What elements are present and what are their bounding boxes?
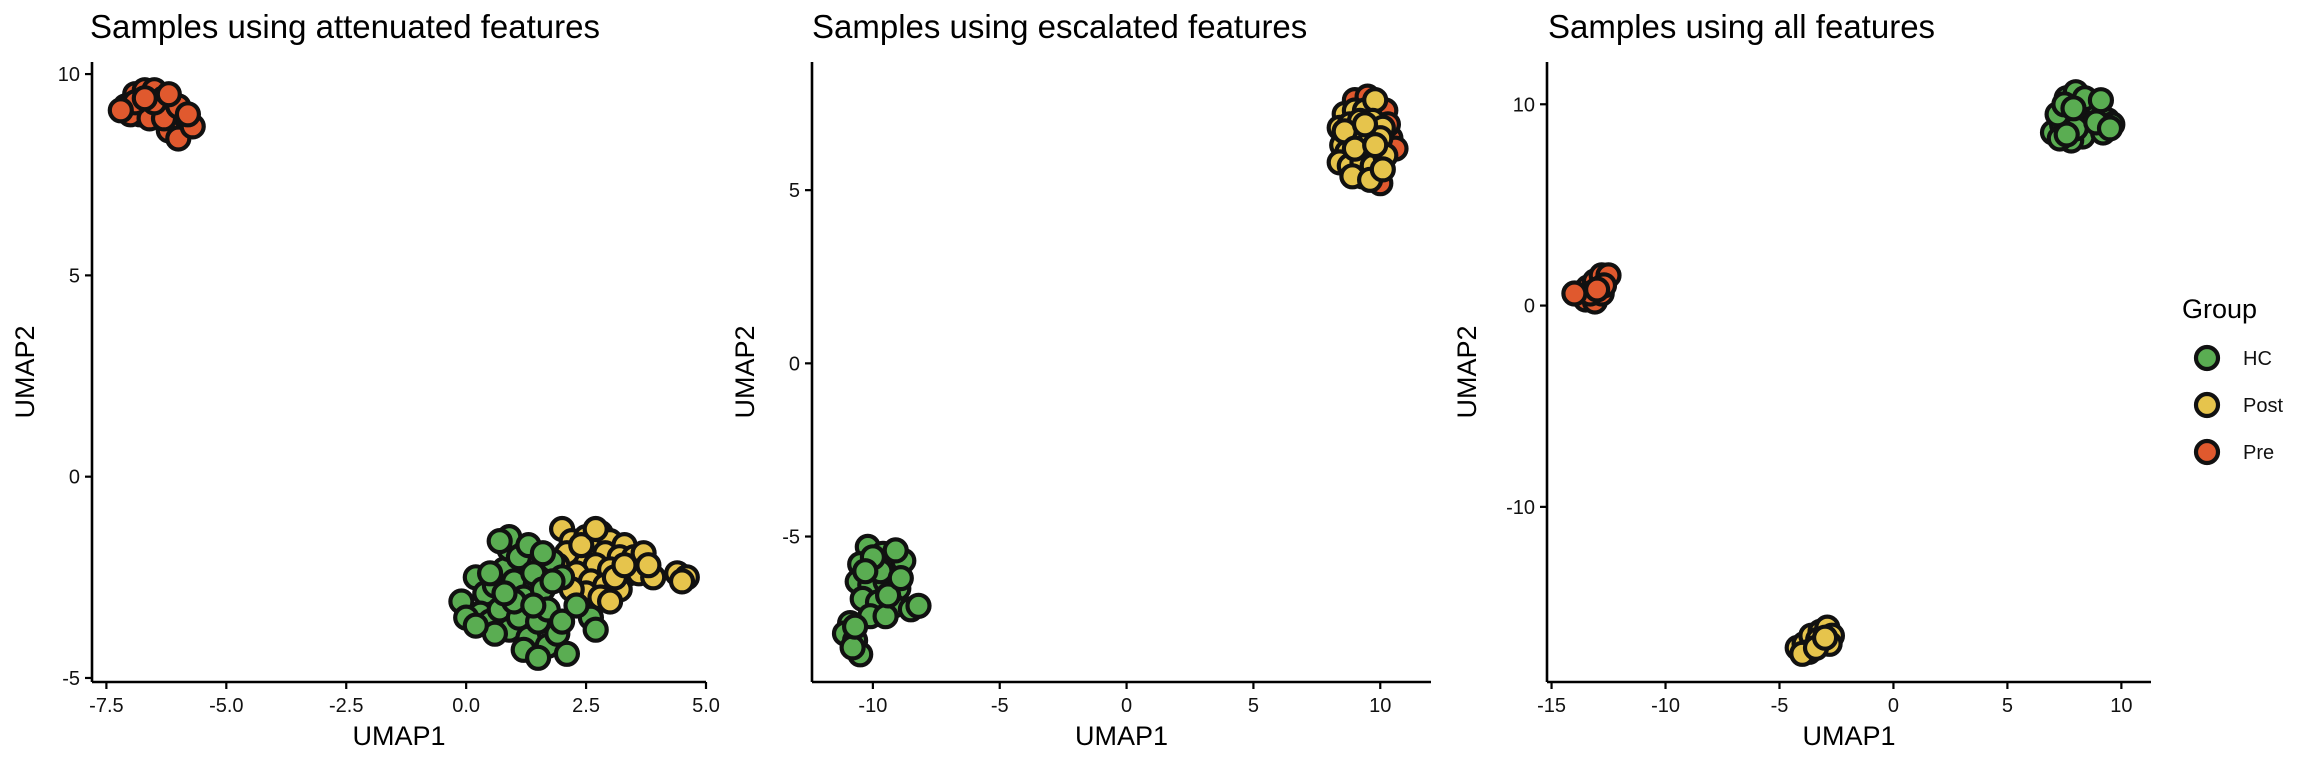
x-tick-label: -5.0 <box>209 695 243 717</box>
x-tick-label: -2.5 <box>329 695 363 717</box>
x-tick-label: -5 <box>1771 695 1789 717</box>
data-point-hc <box>529 540 557 567</box>
y-axis-title: UMAP2 <box>10 325 40 418</box>
data-point-post <box>611 552 638 579</box>
x-tick-label: 5.0 <box>692 695 720 717</box>
chart-title: Samples using attenuated features <box>90 8 600 45</box>
data-point-hc <box>874 582 902 609</box>
legend-label: HC <box>2243 348 2272 370</box>
x-tick-label: 5 <box>2002 695 2013 717</box>
data-point-hc <box>582 616 609 643</box>
data-point-post <box>668 568 696 595</box>
legend-label: Post <box>2243 395 2283 417</box>
x-tick-label: -10 <box>1651 695 1680 717</box>
x-tick-label: 0.0 <box>452 695 480 717</box>
y-tick-label: 10 <box>58 64 80 86</box>
data-point-hc <box>839 634 866 661</box>
x-axis-title: UMAP1 <box>1075 721 1168 751</box>
data-point-hc <box>841 613 869 640</box>
data-point-post <box>596 588 624 615</box>
points-layer <box>831 83 1409 668</box>
data-point-hc <box>882 537 909 564</box>
x-axis-title: UMAP1 <box>1802 721 1895 751</box>
data-point-pre <box>107 97 134 124</box>
data-point-hc <box>2053 121 2080 148</box>
legend-key-pre <box>2193 438 2221 466</box>
y-tick-label: 0 <box>69 467 80 489</box>
data-point-hc <box>2060 95 2087 122</box>
legend-key-post <box>2193 391 2221 419</box>
data-point-hc <box>553 640 581 667</box>
x-tick-label: -7.5 <box>89 695 123 717</box>
legend-key-hc <box>2193 344 2221 372</box>
panel-escalated: Samples using escalated features -10 -5 0 5 1… <box>730 8 1431 751</box>
y-tick-label: 5 <box>789 180 800 202</box>
panel-attenuated: Samples using attenuated features -7.5 -5.… <box>10 8 720 751</box>
data-point-hc <box>563 592 590 619</box>
data-point-hc <box>905 592 932 619</box>
data-point-pre <box>174 101 201 128</box>
legend-item-hc: HC <box>2193 344 2272 372</box>
legend: Group HC Post Pre <box>2182 294 2283 466</box>
y-tick-label: -5 <box>62 668 80 690</box>
data-point-hc <box>2087 87 2114 114</box>
data-point-post <box>635 552 662 579</box>
x-tick-label: -5 <box>991 695 1009 717</box>
legend-item-pre: Pre <box>2193 438 2274 466</box>
y-tick-label: 10 <box>1513 94 1535 116</box>
x-tick-label: 0 <box>1888 695 1899 717</box>
chart-title: Samples using all features <box>1548 8 1935 45</box>
y-tick-label: 0 <box>789 353 800 375</box>
y-tick-label: 5 <box>69 265 80 287</box>
panel-all: Samples using all features -15 -10 -5 0 5 10 -1… <box>1452 8 2151 751</box>
data-point-hc <box>520 592 547 619</box>
data-point-pre <box>1583 276 1611 303</box>
data-point-hc <box>872 603 899 630</box>
data-point-hc <box>852 558 879 585</box>
data-point-hc <box>491 580 518 607</box>
data-point-hc <box>548 608 576 635</box>
data-point-hc <box>524 644 552 671</box>
data-point-post <box>1369 156 1396 183</box>
x-tick-label: 2.5 <box>572 695 600 717</box>
data-point-pre <box>1561 280 1588 307</box>
data-point-post <box>1362 86 1389 114</box>
x-tick-label: 10 <box>1369 695 1391 717</box>
x-tick-label: 0 <box>1121 695 1132 717</box>
data-point-post <box>1811 624 1839 651</box>
legend-item-post: Post <box>2193 391 2283 419</box>
x-tick-label: 10 <box>2110 695 2132 717</box>
y-tick-label: -10 <box>1506 497 1535 519</box>
y-tick-label: -5 <box>782 527 800 549</box>
data-point-pre <box>155 81 182 108</box>
data-point-post <box>1362 132 1389 159</box>
legend-title: Group <box>2182 294 2257 324</box>
data-point-post <box>1351 111 1379 138</box>
data-point-post <box>582 515 609 543</box>
x-tick-label: -10 <box>858 695 887 717</box>
data-point-hc <box>887 564 914 592</box>
x-axis-title: UMAP1 <box>352 721 445 751</box>
chart-title: Samples using escalated features <box>812 8 1307 45</box>
data-point-hc <box>486 527 513 555</box>
y-axis-title: UMAP2 <box>1452 325 1482 418</box>
y-axis-title: UMAP2 <box>730 325 760 418</box>
data-point-pre <box>131 85 158 112</box>
data-point-post <box>568 531 595 559</box>
data-point-hc <box>2096 115 2124 142</box>
data-point-hc <box>462 612 489 639</box>
points-layer <box>107 77 700 671</box>
data-point-hc <box>539 568 566 595</box>
y-tick-label: 0 <box>1524 296 1535 318</box>
data-point-hc <box>477 560 504 587</box>
points-layer <box>1561 79 2126 667</box>
legend-label: Pre <box>2243 442 2274 464</box>
x-tick-label: -15 <box>1537 695 1566 717</box>
x-tick-label: 5 <box>1248 695 1259 717</box>
